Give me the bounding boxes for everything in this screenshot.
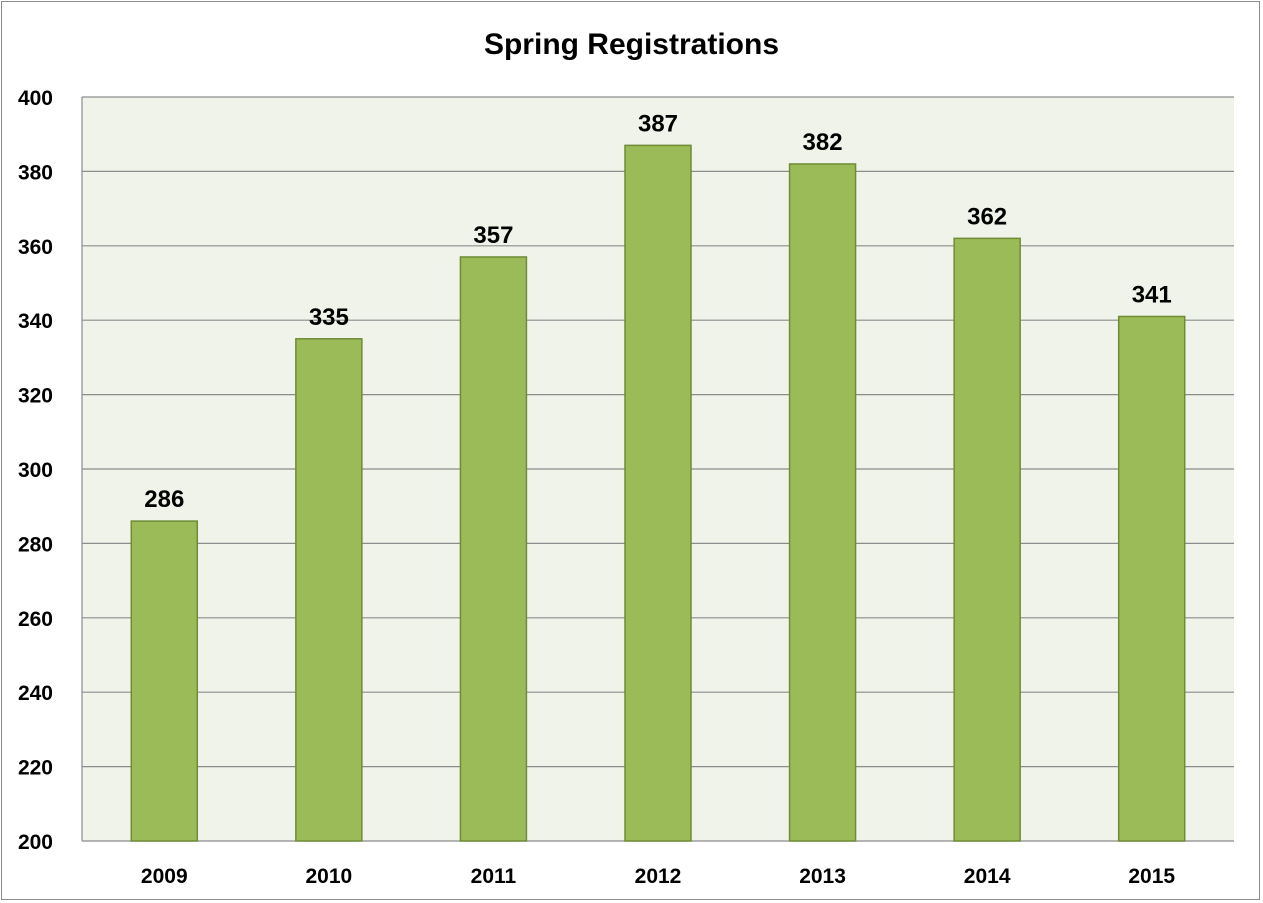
data-label-2015: 341 bbox=[1132, 281, 1172, 308]
y-axis-ticks: 200 220 240 260 280 300 320 340 360 380 400 bbox=[18, 87, 53, 854]
x-tick-label-2010: 2010 bbox=[305, 865, 352, 888]
bar-2013 bbox=[788, 163, 857, 842]
y-tick-label: 200 bbox=[18, 831, 53, 854]
data-label-2014: 362 bbox=[967, 203, 1007, 230]
x-tick-label-2011: 2011 bbox=[471, 865, 517, 888]
y-tick-label: 320 bbox=[18, 385, 53, 408]
data-label-2012: 387 bbox=[638, 110, 678, 137]
x-tick-label-2013: 2013 bbox=[799, 865, 846, 888]
x-tick-label-2009: 2009 bbox=[141, 865, 188, 888]
y-tick-label: 260 bbox=[18, 608, 53, 631]
y-tick-label: 360 bbox=[18, 236, 53, 259]
x-tick-label-2012: 2012 bbox=[635, 865, 682, 888]
chart-title: Spring Registrations bbox=[483, 28, 780, 61]
y-tick-label: 280 bbox=[18, 533, 53, 556]
data-label-2010: 335 bbox=[309, 304, 349, 331]
y-tick-label: 220 bbox=[18, 757, 53, 780]
bar-2011 bbox=[459, 256, 528, 842]
data-label-2011: 357 bbox=[473, 222, 513, 249]
x-tick-label-2015: 2015 bbox=[1128, 865, 1175, 888]
y-tick-label: 300 bbox=[18, 459, 53, 482]
y-tick-label: 240 bbox=[18, 682, 53, 705]
bar-2012 bbox=[624, 144, 692, 842]
y-tick-label: 340 bbox=[18, 310, 53, 333]
bars bbox=[130, 144, 1186, 842]
data-label-2013: 382 bbox=[803, 129, 843, 156]
bar-2014 bbox=[953, 237, 1021, 842]
y-tick-label: 400 bbox=[18, 87, 53, 110]
data-labels: 286 335 357 387 382 362 341 bbox=[144, 110, 1171, 513]
bar-2015 bbox=[1117, 315, 1186, 842]
bar-2009 bbox=[130, 520, 199, 842]
y-tick-label: 380 bbox=[18, 161, 53, 184]
x-tick-label-2014: 2014 bbox=[964, 865, 1011, 888]
x-axis-ticks: 2009 2010 2011 2012 2013 2014 2015 bbox=[141, 865, 1175, 888]
bar-2010 bbox=[295, 338, 363, 842]
data-label-2009: 286 bbox=[144, 486, 184, 513]
